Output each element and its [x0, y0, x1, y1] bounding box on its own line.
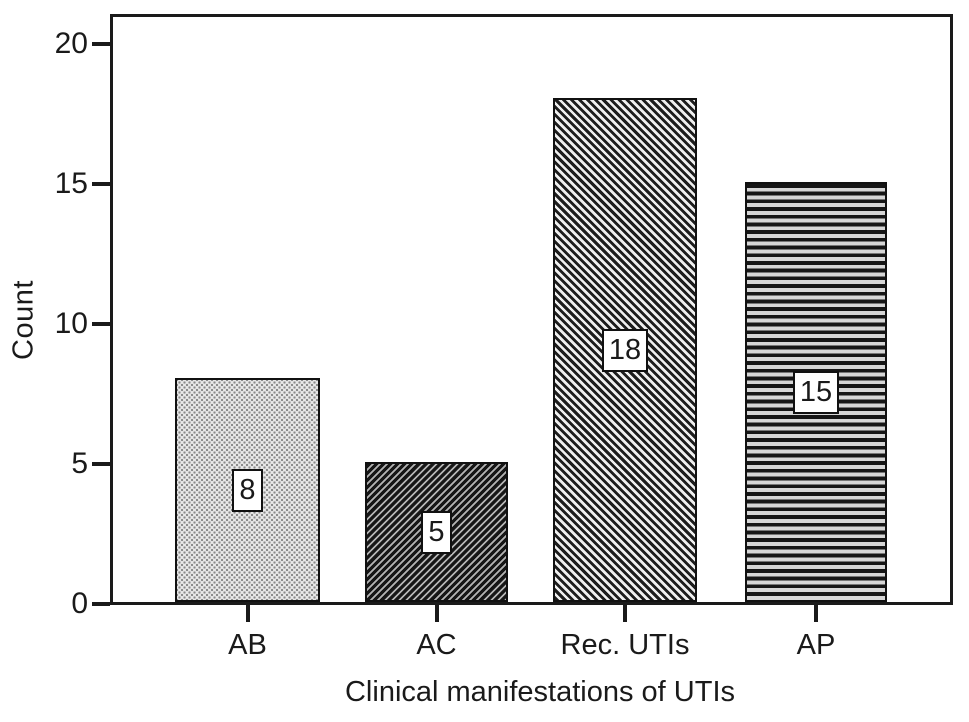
y-tick-label-0: 0	[71, 587, 88, 620]
bar-value-label: 18	[601, 328, 649, 372]
y-tick-mark	[92, 182, 110, 186]
bar-AB: 8	[175, 378, 320, 602]
x-tick-label-AB: AB	[228, 629, 267, 661]
bar-AP: 15	[745, 182, 887, 602]
x-axis-title: Clinical manifestations of UTIs	[344, 676, 736, 708]
x-tick-label-AC: AC	[416, 629, 457, 661]
bar-value-label: 5	[421, 510, 452, 554]
x-tick-mark	[623, 605, 627, 622]
x-tick-mark	[245, 605, 250, 622]
bar-value-label: 15	[792, 370, 840, 414]
bar-value-label: 8	[232, 468, 263, 512]
y-tick-label-15: 15	[54, 167, 88, 200]
x-tick-label-Rec-UTIs: Rec. UTIs	[560, 629, 690, 661]
y-tick-mark	[92, 462, 110, 466]
x-tick-mark	[814, 605, 818, 622]
y-tick-label-5: 5	[71, 447, 88, 480]
y-tick-mark	[92, 322, 110, 326]
bar-Rec-UTIs: 18	[553, 98, 697, 602]
x-tick-mark	[434, 605, 439, 622]
y-tick-mark	[92, 42, 110, 46]
y-tick-label-20: 20	[54, 27, 88, 60]
y-tick-mark	[92, 602, 110, 606]
plot-area: 8 5 18 15	[110, 14, 953, 605]
y-tick-label-10: 10	[54, 307, 88, 340]
bar-AC: 5	[365, 462, 508, 602]
x-tick-label-AP: AP	[796, 629, 836, 661]
